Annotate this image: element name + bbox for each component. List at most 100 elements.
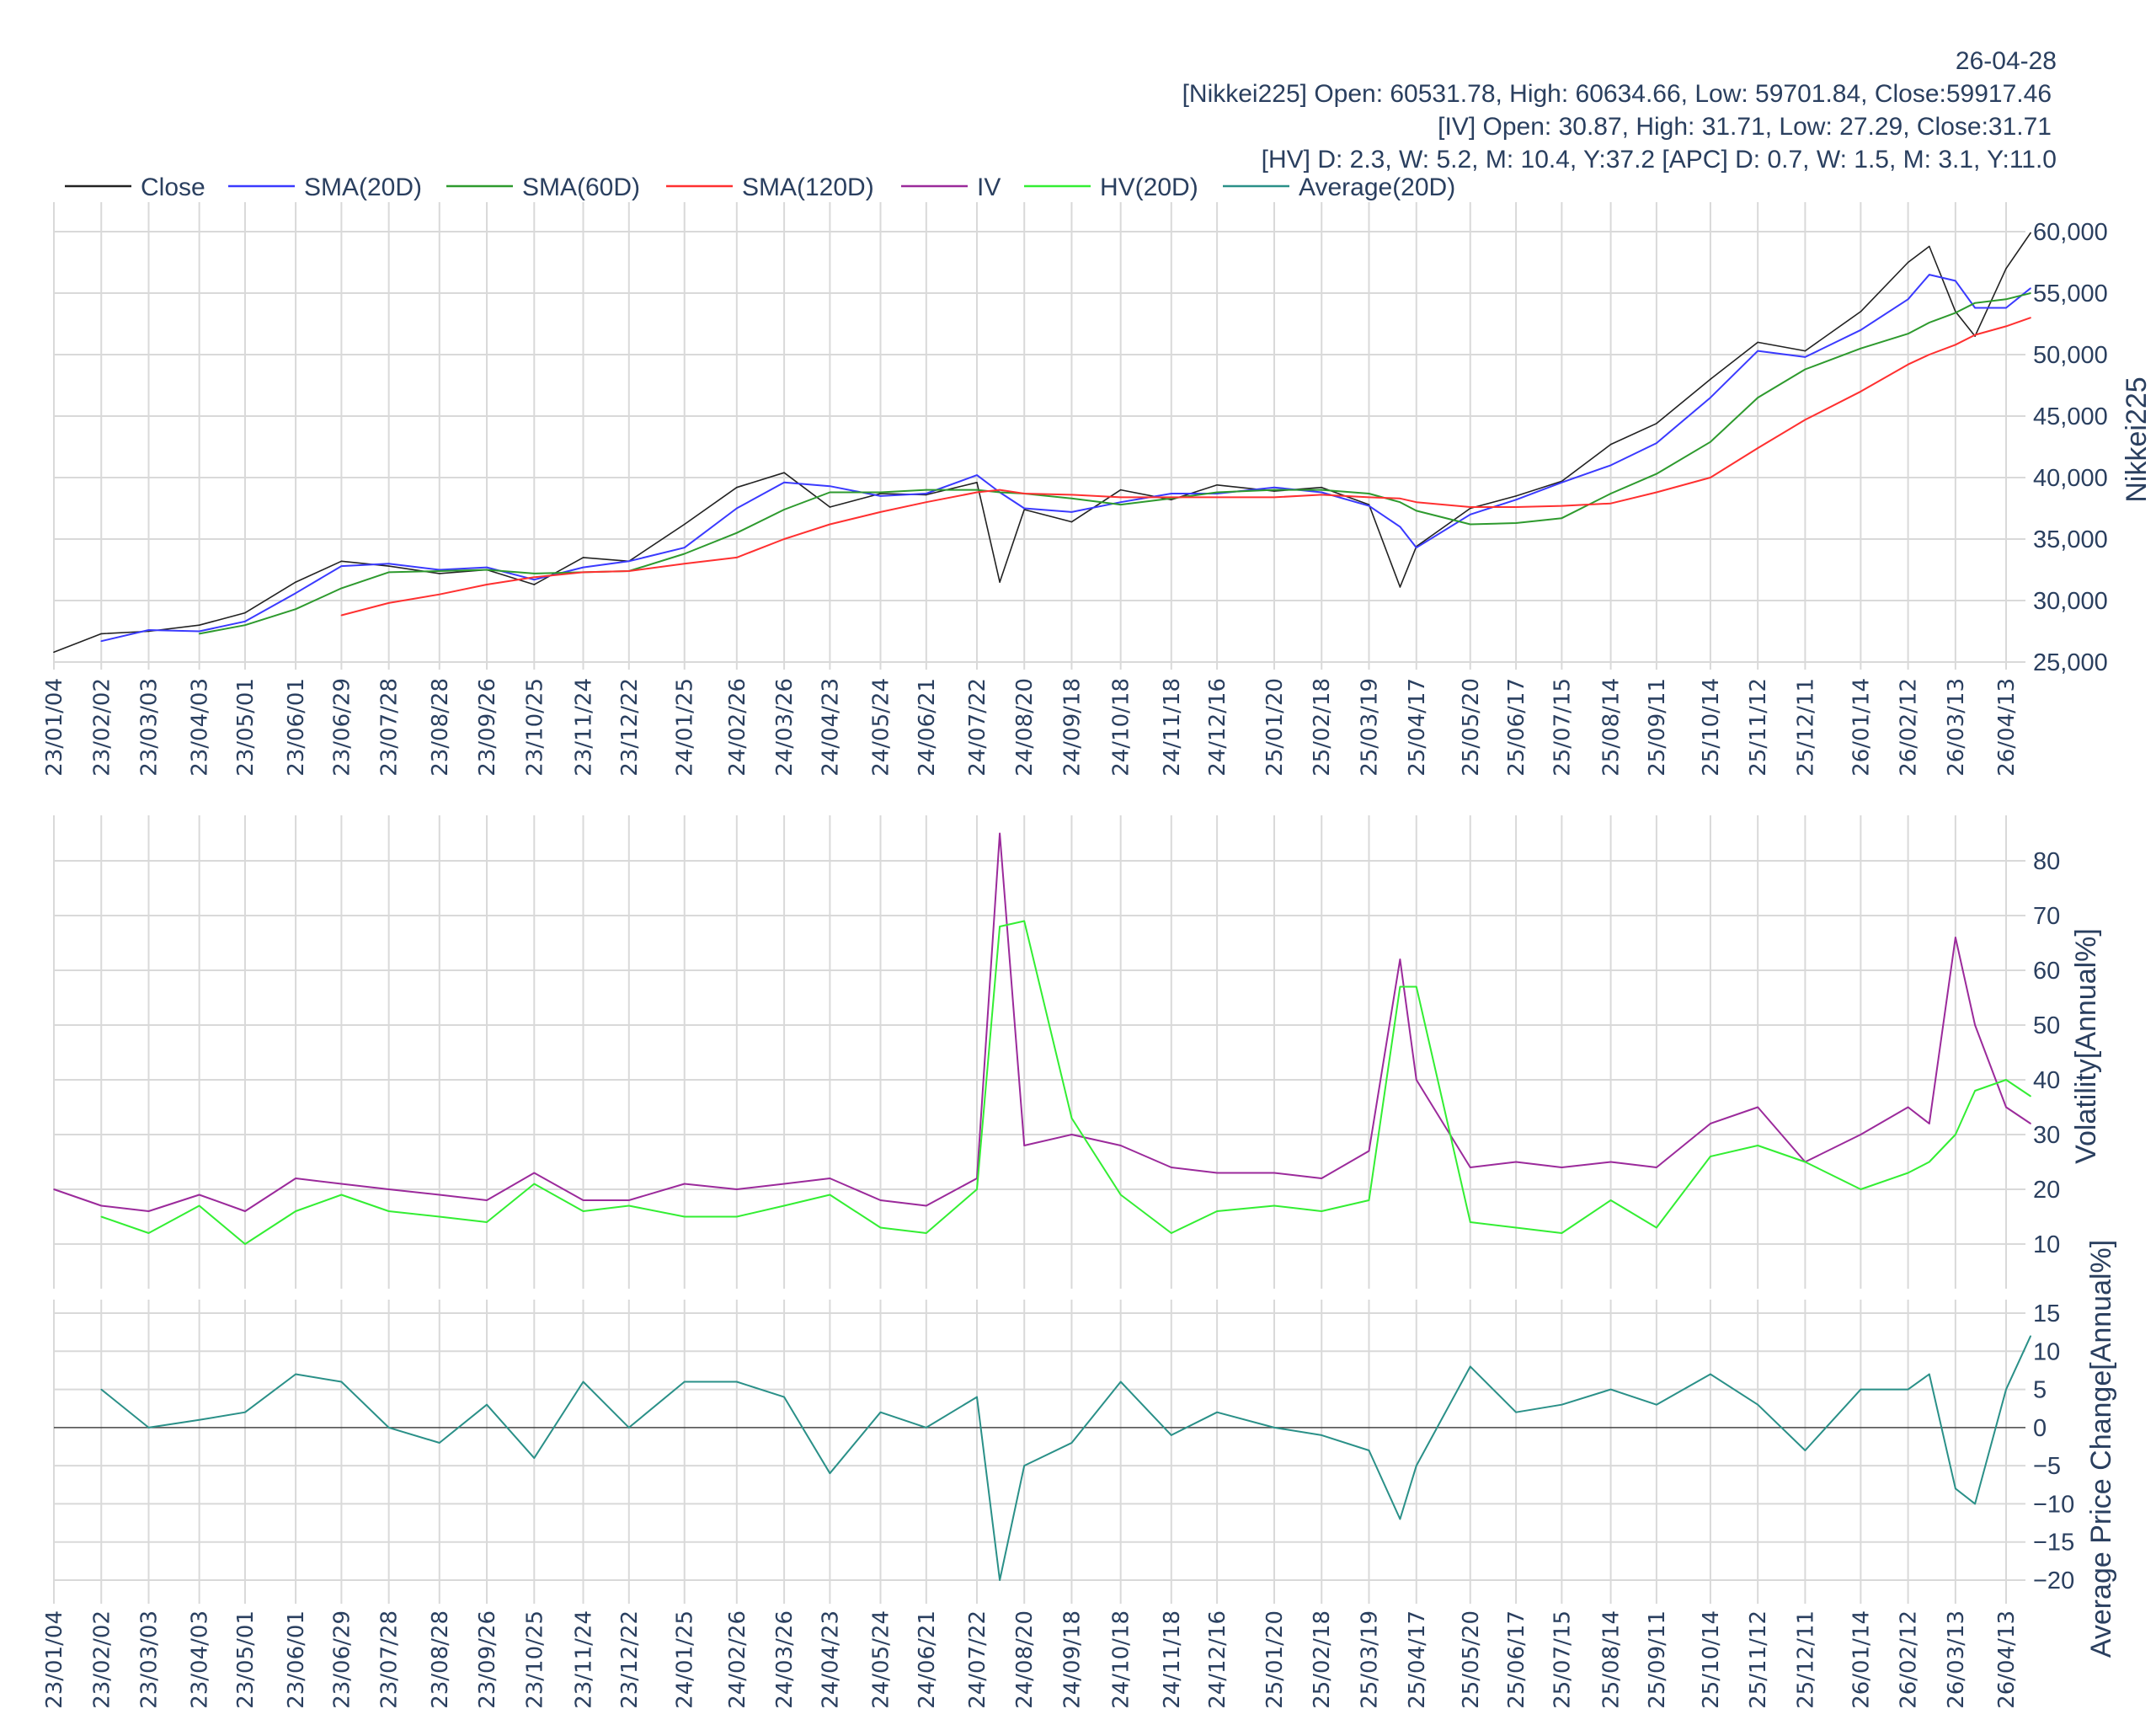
data-point bbox=[1399, 586, 1401, 588]
data-point bbox=[1515, 522, 1517, 524]
data-point bbox=[1757, 447, 1758, 449]
data-point bbox=[295, 1373, 296, 1375]
series-line-average-20d bbox=[100, 1335, 2032, 1581]
data-point bbox=[783, 1204, 785, 1207]
data-point bbox=[1216, 1411, 1218, 1413]
data-point bbox=[829, 523, 831, 526]
data-point bbox=[1515, 499, 1517, 501]
series-line-sma-120d bbox=[341, 317, 2031, 617]
data-point bbox=[783, 1183, 785, 1185]
x-tick-label-top: 25/08/14 bbox=[1599, 678, 1625, 777]
data-point bbox=[627, 1199, 630, 1201]
data-point bbox=[976, 474, 978, 476]
data-point bbox=[1974, 1090, 1976, 1092]
x-tick-label-top: 24/02/26 bbox=[725, 678, 750, 777]
data-point bbox=[1907, 1388, 1909, 1391]
data-point bbox=[387, 1427, 390, 1429]
data-point bbox=[879, 493, 882, 494]
data-point bbox=[1757, 1106, 1758, 1108]
data-point bbox=[387, 602, 390, 604]
x-tick-label-top: 23/01/04 bbox=[42, 678, 67, 777]
data-point bbox=[100, 1204, 103, 1207]
data-point bbox=[582, 1199, 584, 1201]
data-point bbox=[1368, 1150, 1370, 1152]
data-point bbox=[533, 1457, 536, 1459]
x-tick-label-bottom: 25/10/14 bbox=[1699, 1610, 1724, 1709]
data-point bbox=[1321, 489, 1323, 491]
y-tick-label: 30,000 bbox=[2033, 588, 2108, 615]
data-point bbox=[198, 1204, 200, 1207]
header-hv-apc: [HV] D: 2.3, W: 5.2, M: 10.4, Y:37.2 [AP… bbox=[1261, 146, 2057, 174]
data-point bbox=[1609, 464, 1612, 467]
data-point bbox=[2005, 325, 2007, 328]
data-point bbox=[1170, 1167, 1172, 1168]
data-point bbox=[1609, 1388, 1612, 1391]
x-tick-label-bottom: 24/09/18 bbox=[1059, 1610, 1085, 1709]
data-point bbox=[879, 491, 882, 494]
data-point bbox=[147, 1232, 150, 1234]
data-point bbox=[1321, 491, 1323, 494]
axis-title-volatility: Volatility[Annual%] bbox=[2070, 928, 2102, 1164]
data-point bbox=[1415, 1079, 1417, 1081]
data-point bbox=[1561, 1232, 1563, 1234]
x-tick-label-bottom: 23/07/28 bbox=[377, 1610, 403, 1709]
data-point bbox=[1561, 505, 1563, 507]
data-point bbox=[1561, 1167, 1563, 1168]
data-point bbox=[2030, 317, 2031, 319]
data-point bbox=[1273, 1204, 1275, 1207]
data-point bbox=[1757, 350, 1758, 352]
x-tick-label-top: 25/12/11 bbox=[1793, 678, 1818, 777]
data-point bbox=[533, 584, 536, 585]
data-point bbox=[926, 489, 927, 491]
x-tick-label-bottom: 24/12/16 bbox=[1205, 1610, 1230, 1709]
x-tick-label-top: 23/10/25 bbox=[522, 678, 547, 777]
data-point bbox=[783, 1396, 785, 1398]
y-tick-label: 60,000 bbox=[2033, 219, 2108, 246]
x-tick-label-bottom: 23/08/28 bbox=[428, 1610, 453, 1709]
data-point bbox=[582, 557, 584, 558]
data-point bbox=[1119, 1381, 1122, 1383]
data-point bbox=[1656, 1167, 1657, 1168]
data-point bbox=[340, 587, 343, 590]
legend-label: IV bbox=[977, 174, 1001, 201]
data-point bbox=[1804, 356, 1806, 358]
x-tick-label-bottom: 23/11/24 bbox=[571, 1610, 596, 1709]
x-tick-label-top: 25/03/19 bbox=[1357, 678, 1382, 777]
data-point bbox=[340, 1381, 343, 1383]
data-point bbox=[244, 1411, 246, 1413]
data-point bbox=[1399, 501, 1401, 503]
data-point bbox=[1710, 441, 1711, 443]
data-point bbox=[2030, 232, 2031, 234]
data-point bbox=[1974, 307, 1976, 309]
data-point bbox=[1757, 397, 1758, 398]
axis-title-average-price-change: Average Price Change[Annual%] bbox=[2085, 1240, 2117, 1658]
data-point bbox=[1070, 494, 1073, 496]
data-point bbox=[1415, 501, 1417, 503]
legend: Close SMA(20D) SMA(60D) SMA(120D) IV HV(20D) A… bbox=[65, 174, 1455, 201]
data-point bbox=[1609, 493, 1612, 494]
x-tick-label-top: 25/02/18 bbox=[1310, 678, 1335, 777]
data-point bbox=[295, 608, 296, 611]
data-point bbox=[1216, 1210, 1218, 1212]
y-tick-label: 10 bbox=[2033, 1338, 2060, 1365]
x-tick-label-top: 26/01/14 bbox=[1849, 678, 1874, 777]
header-nikkei-ohlc: [Nikkei225] Open: 60531.78, High: 60634.… bbox=[1182, 80, 2052, 108]
data-point bbox=[1955, 937, 1956, 938]
x-tick-label-top: 25/10/14 bbox=[1699, 678, 1724, 777]
header-iv-ohlc: [IV] Open: 30.87, High: 31.71, Low: 27.2… bbox=[1438, 113, 2052, 141]
data-point bbox=[1561, 1403, 1563, 1406]
x-tick-label-bottom: 26/03/13 bbox=[1944, 1610, 1969, 1709]
data-point bbox=[53, 1188, 55, 1190]
y-tick-label: 0 bbox=[2033, 1415, 2047, 1442]
x-tick-label-bottom: 25/09/11 bbox=[1645, 1610, 1670, 1709]
data-point bbox=[1757, 1403, 1758, 1406]
data-point bbox=[100, 1388, 103, 1391]
data-point bbox=[582, 571, 584, 574]
x-tick-label-bottom: 23/03/03 bbox=[137, 1610, 163, 1709]
x-tick-label-bottom: 24/10/18 bbox=[1109, 1610, 1134, 1709]
data-point bbox=[926, 1427, 927, 1429]
data-point bbox=[1399, 498, 1401, 499]
data-point bbox=[783, 538, 785, 540]
data-point bbox=[683, 547, 686, 549]
data-point bbox=[1415, 1465, 1417, 1466]
